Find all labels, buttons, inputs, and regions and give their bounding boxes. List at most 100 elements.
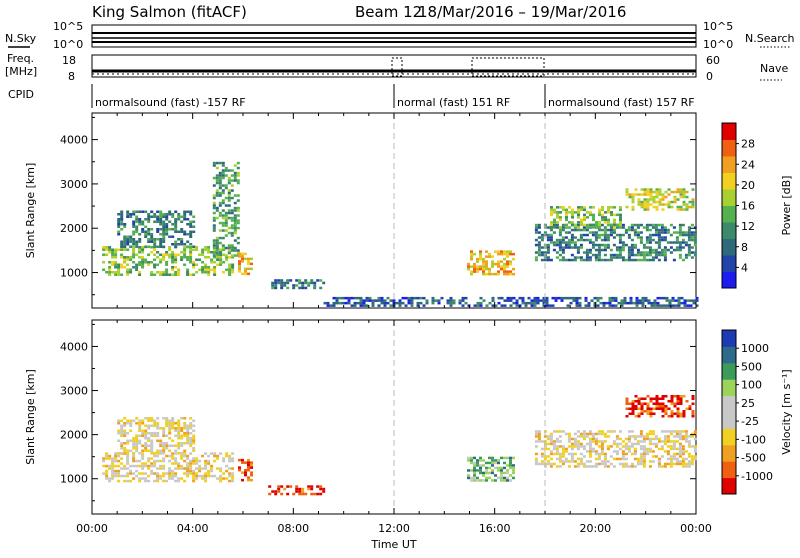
data-cell xyxy=(177,213,181,216)
data-cell xyxy=(603,462,607,466)
data-cell xyxy=(591,243,595,247)
data-cell xyxy=(198,459,202,463)
data-cell xyxy=(627,447,631,451)
data-cell xyxy=(618,457,622,461)
data-cell xyxy=(219,469,223,473)
data-cell xyxy=(663,465,667,468)
data-cell xyxy=(105,246,109,249)
data-cell xyxy=(675,452,679,456)
colorbar-segment xyxy=(722,395,736,413)
data-cell xyxy=(114,251,118,254)
data-cell xyxy=(648,465,652,468)
data-cell xyxy=(576,442,580,446)
data-cell xyxy=(138,479,142,483)
data-cell xyxy=(165,215,169,218)
data-cell xyxy=(212,216,216,220)
data-cell xyxy=(313,284,317,287)
data-cell xyxy=(174,256,178,259)
data-cell xyxy=(621,223,625,227)
data-cell xyxy=(241,252,244,256)
data-cell xyxy=(156,245,160,248)
data-cell xyxy=(655,190,659,194)
data-cell xyxy=(183,422,187,425)
data-cell xyxy=(607,206,610,209)
colorbar-tick-label: 16 xyxy=(741,200,755,213)
data-cell xyxy=(664,410,668,413)
data-cell xyxy=(286,492,290,496)
data-cell xyxy=(537,430,541,433)
data-cell xyxy=(238,265,241,268)
data-cell xyxy=(583,216,586,219)
data-cell xyxy=(558,258,562,262)
data-cell xyxy=(225,256,229,259)
data-cell xyxy=(298,490,302,493)
data-cell xyxy=(114,459,118,463)
data-cell xyxy=(579,445,583,448)
data-cell xyxy=(168,474,172,478)
data-cell xyxy=(627,226,631,229)
data-cell xyxy=(494,466,497,470)
data-cell xyxy=(470,252,473,256)
data-cell xyxy=(144,429,148,432)
data-cell xyxy=(543,455,547,458)
data-cell xyxy=(611,296,615,300)
data-cell xyxy=(585,258,589,262)
data-cell xyxy=(540,440,544,443)
data-cell xyxy=(132,419,136,422)
data-cell xyxy=(274,286,278,290)
data-cell xyxy=(485,476,488,480)
data-cell xyxy=(165,479,169,483)
data-cell xyxy=(585,223,589,227)
data-cell xyxy=(326,304,330,307)
data-cell xyxy=(687,248,691,252)
data-cell xyxy=(655,193,659,196)
data-cell xyxy=(564,460,568,463)
data-cell xyxy=(307,487,311,491)
data-cell xyxy=(658,188,662,191)
data-cell xyxy=(559,211,562,214)
data-cell xyxy=(212,241,216,245)
data-cell xyxy=(601,218,604,222)
data-cell xyxy=(577,221,580,224)
data-cell xyxy=(274,281,278,285)
data-cell xyxy=(488,301,492,305)
data-cell xyxy=(150,447,154,450)
data-cell xyxy=(555,256,559,259)
data-cell xyxy=(221,246,225,250)
data-cell xyxy=(533,296,537,300)
data-cell xyxy=(588,460,592,463)
data-cell xyxy=(637,400,641,403)
data-cell xyxy=(165,225,169,228)
data-cell xyxy=(150,444,154,447)
data-cell xyxy=(649,188,653,191)
data-cell xyxy=(212,246,216,250)
data-cell xyxy=(298,286,302,290)
data-cell xyxy=(642,452,646,456)
data-cell xyxy=(171,477,175,480)
data-cell xyxy=(132,246,136,249)
data-cell xyxy=(410,304,414,307)
data-cell xyxy=(621,455,625,458)
data-cell xyxy=(666,435,670,438)
data-cell xyxy=(540,253,544,257)
data-cell xyxy=(212,226,216,230)
data-cell xyxy=(212,176,216,180)
data-cell xyxy=(141,228,145,231)
data-cell xyxy=(618,256,622,259)
data-cell xyxy=(648,223,652,227)
data-cell xyxy=(449,301,453,305)
data-cell xyxy=(621,445,625,448)
data-cell xyxy=(117,271,121,274)
data-cell xyxy=(506,464,509,467)
data-cell xyxy=(180,477,184,480)
data-cell xyxy=(681,430,685,433)
data-cell xyxy=(555,223,559,227)
data-cell xyxy=(612,430,616,433)
data-cell xyxy=(600,228,604,232)
data-cell xyxy=(567,241,571,244)
data-cell xyxy=(207,268,211,271)
data-cell xyxy=(150,251,154,254)
data-cell xyxy=(479,252,482,256)
data-cell xyxy=(582,430,586,433)
data-cell xyxy=(485,267,488,271)
